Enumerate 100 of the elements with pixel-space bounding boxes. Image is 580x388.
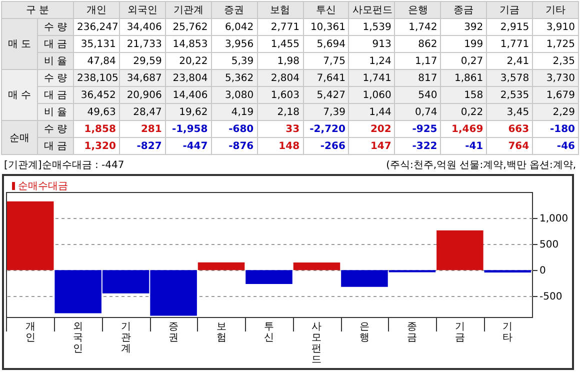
category-label: 투신 — [316, 5, 336, 16]
text: 7,39 — [303, 104, 349, 120]
text: 1,741 — [348, 70, 395, 86]
text: 5,362 — [211, 70, 258, 86]
text: 1,861 — [440, 70, 487, 86]
text: 매 도 — [2, 18, 38, 70]
text: -925 — [394, 120, 441, 138]
category-label: 기금 — [500, 5, 520, 16]
text: 281 — [119, 120, 166, 138]
category-label: 은행 — [408, 5, 428, 16]
text: 0,27 — [440, 52, 487, 70]
text: 1,679 — [532, 86, 578, 104]
text: 663 — [486, 120, 533, 138]
text: 1,539 — [348, 18, 395, 36]
text: 1,469 — [440, 120, 487, 138]
text: 34,406 — [119, 18, 166, 36]
text: 3,45 — [486, 104, 533, 120]
text: 36,452 — [74, 86, 120, 104]
text: 대 금 — [38, 138, 74, 154]
text: 33 — [257, 120, 304, 138]
text: 7,641 — [303, 70, 349, 86]
text: 5,39 — [211, 52, 258, 70]
text: -322 — [394, 138, 441, 154]
text: 20,22 — [165, 52, 212, 70]
text: 1,320 — [74, 138, 120, 154]
text: -680 — [211, 120, 258, 138]
text: 2,535 — [486, 86, 533, 104]
text: 35,131 — [74, 36, 120, 52]
text: 49,63 — [74, 104, 120, 120]
text: 1,742 — [394, 18, 441, 36]
text: 대 금 — [38, 36, 74, 52]
text: 392 — [440, 18, 487, 36]
x-tick-label: 기 관 계 — [120, 322, 131, 354]
text: 19,62 — [165, 104, 212, 120]
category-label: 증권 — [224, 5, 244, 16]
category-label: 보험 — [270, 5, 290, 16]
y-tick-label: 1,000 — [540, 214, 568, 225]
text: 23,804 — [165, 70, 212, 86]
text: 1,98 — [257, 52, 304, 70]
text: 5,427 — [303, 86, 349, 104]
text: -447 — [165, 138, 212, 154]
category-label: 기관계 — [173, 5, 204, 16]
text: 비 율 — [38, 52, 74, 70]
text: 21,733 — [119, 36, 166, 52]
x-tick-label: 외 국 인 — [73, 322, 84, 354]
text: -46 — [532, 138, 578, 154]
text: 구 분 — [2, 2, 74, 18]
text: 1,725 — [532, 36, 578, 52]
text: 199 — [440, 36, 487, 52]
text: 7,75 — [303, 52, 349, 70]
text: 2,771 — [257, 18, 304, 36]
text: 10,361 — [303, 18, 349, 36]
text: 순매 — [2, 120, 38, 154]
text: 1,060 — [348, 86, 395, 104]
category-label: 외국인 — [127, 5, 158, 16]
text: 1,858 — [74, 120, 120, 138]
text: -2,720 — [303, 120, 349, 138]
text: -1,958 — [165, 120, 212, 138]
text: 수 량 — [38, 70, 74, 86]
text: 3,578 — [486, 70, 533, 86]
x-tick-label: 증 권 — [168, 322, 179, 344]
text: 28,47 — [119, 104, 166, 120]
text: 3,910 — [532, 18, 578, 36]
text: 147 — [348, 138, 395, 154]
text: 매 수 — [2, 70, 38, 120]
text: -41 — [440, 138, 487, 154]
text: 25,762 — [165, 18, 212, 36]
text: 862 — [394, 36, 441, 52]
text: 913 — [348, 36, 395, 52]
text: 1,24 — [348, 52, 395, 70]
text: 1,17 — [394, 52, 441, 70]
x-tick-label: 투 신 — [264, 322, 274, 344]
text: 764 — [486, 138, 533, 154]
text: 236,247 — [74, 18, 120, 36]
y-tick-label: 0 — [540, 266, 546, 277]
text: 대 금 — [38, 86, 74, 104]
text: 1,771 — [486, 36, 533, 52]
x-tick-label: 기 타 — [502, 322, 513, 344]
text: -876 — [211, 138, 258, 154]
text: 5,694 — [303, 36, 349, 52]
x-tick-label: 은 행 — [359, 322, 370, 344]
text: (주식:천주,억원 선물:계약,백만 옵션:계약, — [386, 159, 576, 172]
text: -180 — [532, 120, 578, 138]
text: 20,906 — [119, 86, 166, 104]
text: 3,730 — [532, 70, 578, 86]
text: 0,22 — [440, 104, 487, 120]
text: 2,915 — [486, 18, 533, 36]
text: 817 — [394, 70, 441, 86]
text: 4,19 — [211, 104, 258, 120]
x-tick-label: 기 금 — [454, 322, 465, 344]
text: 0,74 — [394, 104, 441, 120]
text: 158 — [440, 86, 487, 104]
text: 1,603 — [257, 86, 304, 104]
category-label: 개인 — [86, 5, 106, 16]
text: 1,455 — [257, 36, 304, 52]
text: 148 — [257, 138, 304, 154]
text: 1,44 — [348, 104, 395, 120]
category-label: 사모펀드 — [352, 5, 392, 16]
text: 2,804 — [257, 70, 304, 86]
category-label: 종금 — [454, 5, 474, 16]
